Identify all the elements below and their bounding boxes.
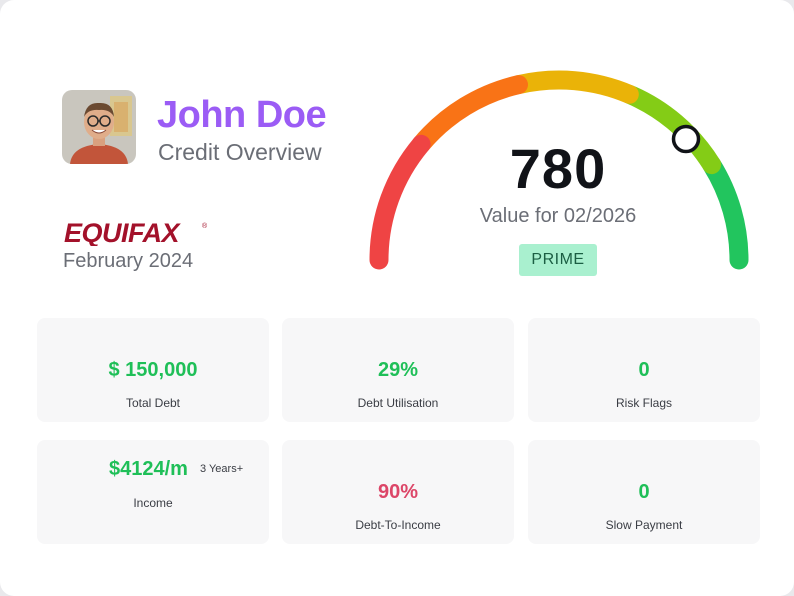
avatar — [62, 90, 136, 164]
credit-score: 780 — [509, 137, 607, 200]
score-date: Value for 02/2026 — [479, 205, 637, 227]
debt-to-income-label: Debt-To-Income — [355, 518, 441, 532]
svg-text:®: ® — [202, 222, 208, 230]
income-tenure: 3 Years+ — [200, 463, 244, 475]
slow-payment-value: 0 — [638, 481, 650, 503]
user-name: John Doe — [157, 94, 327, 136]
stat-slow-payment: 0 Slow Payment — [528, 440, 760, 544]
stat-income: $4124/m 3 Years+ Income — [37, 440, 269, 544]
slow-payment-label: Slow Payment — [605, 518, 683, 532]
income-label: Income — [133, 496, 173, 510]
debt-utilisation-value: 29% — [377, 359, 419, 381]
risk-flags-value: 0 — [638, 359, 650, 381]
page-subtitle: Credit Overview — [158, 139, 322, 165]
risk-flags-label: Risk Flags — [615, 396, 672, 410]
equifax-logo: EQUIFAX ® — [64, 218, 214, 248]
gauge-segment-lime — [619, 84, 722, 175]
gauge-segment-yellow — [509, 70, 639, 104]
rating-badge: PRIME — [519, 244, 597, 276]
credit-score-gauge — [369, 70, 749, 270]
gauge-segment-green — [702, 155, 749, 270]
svg-text:EQUIFAX: EQUIFAX — [64, 218, 182, 246]
total-debt-value: $ 150,000 — [108, 359, 198, 381]
stat-total-debt: $ 150,000 Total Debt — [37, 318, 269, 422]
total-debt-label: Total Debt — [125, 396, 181, 410]
debt-to-income-value: 90% — [377, 481, 419, 503]
report-date: February 2024 — [63, 250, 194, 272]
gauge-segment-red — [369, 134, 431, 270]
stat-risk-flags: 0 Risk Flags — [528, 318, 760, 422]
stat-debt-utilisation: 29% Debt Utilisation — [282, 318, 514, 422]
gauge-segment-orange — [411, 75, 529, 154]
stat-debt-to-income: 90% Debt-To-Income — [282, 440, 514, 544]
debt-utilisation-label: Debt Utilisation — [357, 396, 439, 410]
income-value: $4124/m — [109, 458, 188, 480]
gauge-indicator-icon — [671, 124, 701, 154]
